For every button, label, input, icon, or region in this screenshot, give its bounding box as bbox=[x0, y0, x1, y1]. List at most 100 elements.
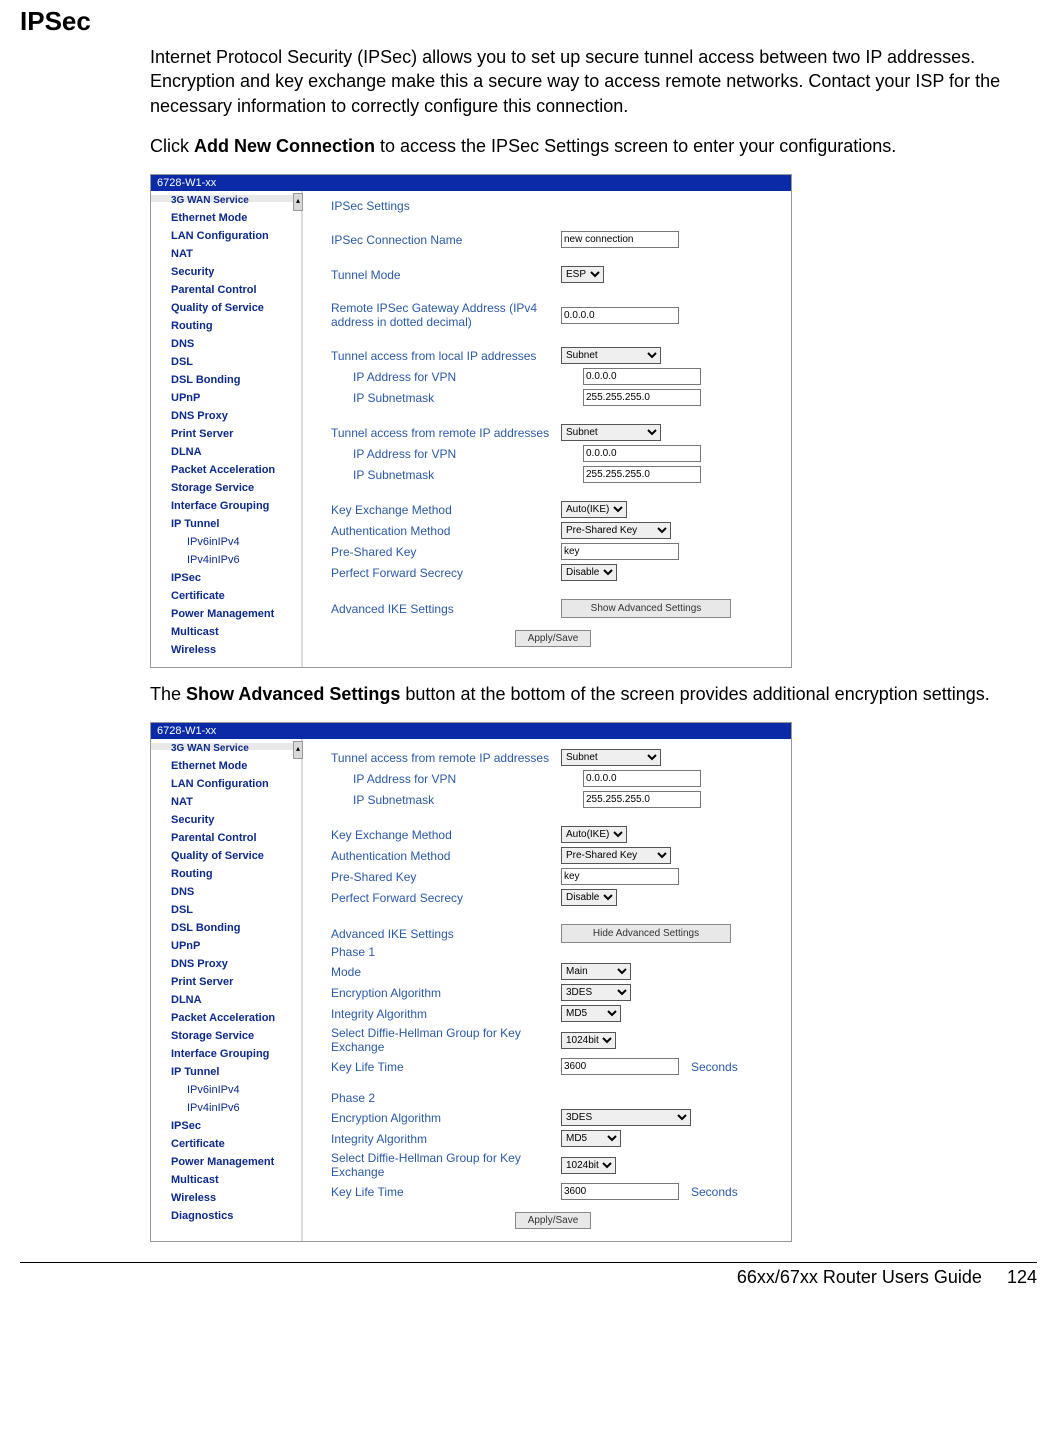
scroll-up-icon[interactable]: ▴ bbox=[293, 741, 303, 759]
sidebar-item[interactable]: Wireless bbox=[151, 1189, 301, 1207]
sidebar-item[interactable]: IPv4inIPv6 bbox=[151, 551, 301, 569]
sidebar-item[interactable]: Packet Acceleration bbox=[151, 1009, 301, 1027]
life1-input[interactable] bbox=[561, 1058, 679, 1075]
sidebar-item[interactable]: Power Management bbox=[151, 1153, 301, 1171]
sidebar-item[interactable]: Quality of Service bbox=[151, 847, 301, 865]
auth-select[interactable]: Pre-Shared Key bbox=[561, 847, 671, 864]
sidebar-item[interactable]: Power Management bbox=[151, 605, 301, 623]
local-access-label: Tunnel access from local IP addresses bbox=[331, 349, 561, 363]
dh2-select[interactable]: 1024bit bbox=[561, 1157, 616, 1174]
remote-access-select[interactable]: Subnet bbox=[561, 424, 661, 441]
sidebar-item[interactable]: Interface Grouping bbox=[151, 497, 301, 515]
mode-select[interactable]: Main bbox=[561, 963, 631, 980]
apply-save-button[interactable]: Apply/Save bbox=[515, 1212, 592, 1229]
sidebar-item[interactable]: Security bbox=[151, 263, 301, 281]
sidebar-cut-item[interactable]: 3G WAN Service bbox=[151, 195, 301, 209]
remote-ip-input[interactable] bbox=[583, 445, 701, 462]
remote-ip-label: IP Address for VPN bbox=[331, 772, 583, 786]
sidebar-item[interactable]: Security bbox=[151, 811, 301, 829]
remote-mask-label: IP Subnetmask bbox=[331, 468, 583, 482]
int1-select[interactable]: MD5 bbox=[561, 1005, 621, 1022]
sidebar-item[interactable]: DNS bbox=[151, 883, 301, 901]
sidebar-item[interactable]: IP Tunnel bbox=[151, 515, 301, 533]
sidebar-item[interactable]: IPSec bbox=[151, 569, 301, 587]
gateway-input[interactable] bbox=[561, 307, 679, 324]
kex-select[interactable]: Auto(IKE) bbox=[561, 826, 627, 843]
show-advanced-button[interactable]: Show Advanced Settings bbox=[561, 599, 731, 618]
sidebar-item[interactable]: Interface Grouping bbox=[151, 1045, 301, 1063]
remote-mask-input[interactable] bbox=[583, 466, 701, 483]
sidebar-item[interactable]: Ethernet Mode bbox=[151, 209, 301, 227]
sidebar-item[interactable]: DNS bbox=[151, 335, 301, 353]
conn-name-input[interactable] bbox=[561, 231, 679, 248]
sidebar-item[interactable]: Certificate bbox=[151, 1135, 301, 1153]
auth-label: Authentication Method bbox=[331, 524, 561, 538]
enc2-select[interactable]: 3DES bbox=[561, 1109, 691, 1126]
sidebar-item[interactable]: Parental Control bbox=[151, 829, 301, 847]
dh2-label: Select Diffie-Hellman Group for Key Exch… bbox=[331, 1151, 561, 1179]
hide-advanced-button[interactable]: Hide Advanced Settings bbox=[561, 924, 731, 943]
sidebar-item[interactable]: IP Tunnel bbox=[151, 1063, 301, 1081]
dh1-select[interactable]: 1024bit bbox=[561, 1032, 616, 1049]
sidebar-item[interactable]: Print Server bbox=[151, 425, 301, 443]
sidebar-item[interactable]: IPv4inIPv6 bbox=[151, 1099, 301, 1117]
sidebar-item[interactable]: Diagnostics bbox=[151, 1207, 301, 1225]
sidebar-item[interactable]: DLNA bbox=[151, 443, 301, 461]
sidebar-item[interactable]: Parental Control bbox=[151, 281, 301, 299]
sidebar-item[interactable]: NAT bbox=[151, 793, 301, 811]
local-ip-input[interactable] bbox=[583, 368, 701, 385]
remote-access-select[interactable]: Subnet bbox=[561, 749, 661, 766]
sidebar-item[interactable]: IPSec bbox=[151, 1117, 301, 1135]
kex-label: Key Exchange Method bbox=[331, 503, 561, 517]
sidebar-item[interactable]: Routing bbox=[151, 865, 301, 883]
remote-mask-input[interactable] bbox=[583, 791, 701, 808]
conn-name-label: IPSec Connection Name bbox=[331, 233, 561, 247]
window-title: 6728-W1-xx bbox=[151, 723, 791, 739]
auth-select[interactable]: Pre-Shared Key bbox=[561, 522, 671, 539]
sidebar-item[interactable]: UPnP bbox=[151, 937, 301, 955]
sidebar-item[interactable]: Certificate bbox=[151, 587, 301, 605]
sidebar-cut-item[interactable]: 3G WAN Service bbox=[151, 743, 301, 757]
sidebar-item[interactable]: DLNA bbox=[151, 991, 301, 1009]
life2-input[interactable] bbox=[561, 1183, 679, 1200]
sidebar-item[interactable]: DSL Bonding bbox=[151, 371, 301, 389]
sidebar-item[interactable]: NAT bbox=[151, 245, 301, 263]
sidebar-item[interactable]: DSL bbox=[151, 353, 301, 371]
kex-select[interactable]: Auto(IKE) bbox=[561, 501, 627, 518]
sidebar-item[interactable]: Multicast bbox=[151, 1171, 301, 1189]
sidebar-item[interactable]: LAN Configuration bbox=[151, 775, 301, 793]
sidebar-item[interactable]: Ethernet Mode bbox=[151, 757, 301, 775]
sidebar-item[interactable]: IPv6inIPv4 bbox=[151, 1081, 301, 1099]
sidebar-item[interactable]: Multicast bbox=[151, 623, 301, 641]
dh1-label: Select Diffie-Hellman Group for Key Exch… bbox=[331, 1026, 561, 1054]
psk-input[interactable] bbox=[561, 868, 679, 885]
remote-ip-input[interactable] bbox=[583, 770, 701, 787]
sidebar-item[interactable]: DSL Bonding bbox=[151, 919, 301, 937]
psk-input[interactable] bbox=[561, 543, 679, 560]
local-mask-input[interactable] bbox=[583, 389, 701, 406]
tunnel-mode-select[interactable]: ESP bbox=[561, 266, 604, 283]
sidebar-item[interactable]: Routing bbox=[151, 317, 301, 335]
remote-access-label: Tunnel access from remote IP addresses bbox=[331, 426, 561, 440]
sidebar-item[interactable]: Storage Service bbox=[151, 1027, 301, 1045]
sidebar-item[interactable]: Packet Acceleration bbox=[151, 461, 301, 479]
remote-ip-label: IP Address for VPN bbox=[331, 447, 583, 461]
local-access-select[interactable]: Subnet bbox=[561, 347, 661, 364]
click-suffix: to access the IPSec Settings screen to e… bbox=[375, 136, 896, 156]
sidebar-item[interactable]: DSL bbox=[151, 901, 301, 919]
scroll-up-icon[interactable]: ▴ bbox=[293, 193, 303, 211]
sidebar-item[interactable]: DNS Proxy bbox=[151, 407, 301, 425]
pfs-select[interactable]: Disable bbox=[561, 564, 617, 581]
apply-save-button[interactable]: Apply/Save bbox=[515, 630, 592, 647]
sidebar-item[interactable]: LAN Configuration bbox=[151, 227, 301, 245]
int2-select[interactable]: MD5 bbox=[561, 1130, 621, 1147]
sidebar-item[interactable]: Wireless bbox=[151, 641, 301, 659]
enc1-select[interactable]: 3DES bbox=[561, 984, 631, 1001]
sidebar-item[interactable]: IPv6inIPv4 bbox=[151, 533, 301, 551]
sidebar-item[interactable]: DNS Proxy bbox=[151, 955, 301, 973]
pfs-select[interactable]: Disable bbox=[561, 889, 617, 906]
sidebar-item[interactable]: Quality of Service bbox=[151, 299, 301, 317]
sidebar-item[interactable]: UPnP bbox=[151, 389, 301, 407]
sidebar-item[interactable]: Storage Service bbox=[151, 479, 301, 497]
sidebar-item[interactable]: Print Server bbox=[151, 973, 301, 991]
